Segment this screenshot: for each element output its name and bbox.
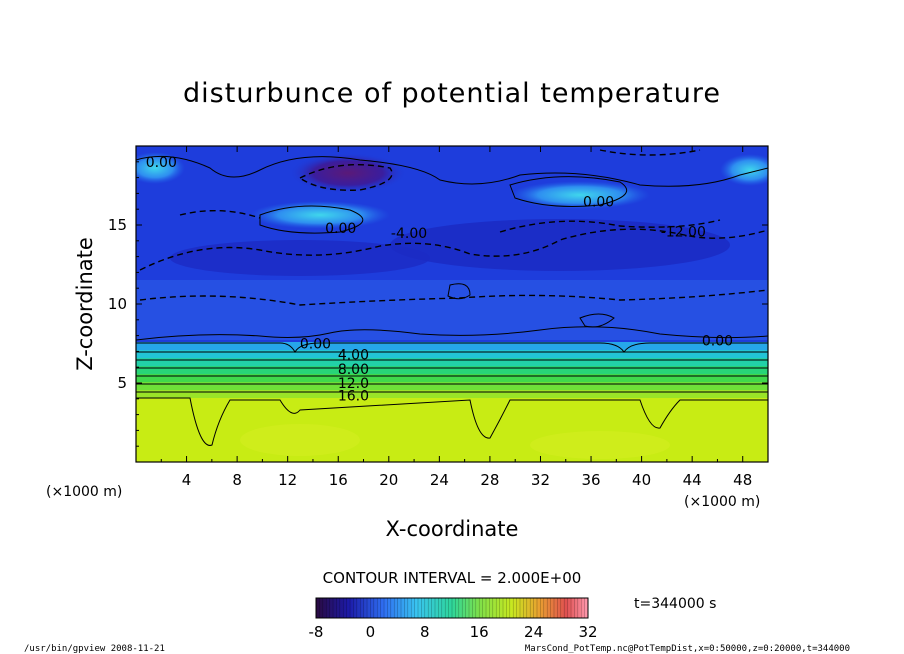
x-tick-label: 20 [379,471,398,489]
contour-label-layer: 0.000.00 -4.000.00-12.000.00 0.004.008.001… [146,155,733,405]
contour-label: -12.00 [661,224,706,240]
chart-title: disturbunce of potential temperature [183,78,721,109]
x-tick-label: 16 [329,471,348,489]
contour-lines-negative [139,149,768,306]
x-tick-label: 4 [182,471,192,489]
colorbar-tick-label: 24 [524,623,543,641]
contour-label: 12.0 [338,376,369,392]
contour-label: -4.00 [391,226,427,242]
plot-area: 0.000.00 -4.000.00-12.000.00 0.004.008.001… [136,146,768,462]
y-axis-title: Z-coordinate [73,237,97,371]
x-tick-label: 36 [581,471,600,489]
colorbar-tick-label: 16 [470,623,489,641]
contour-label: 0.00 [702,333,733,349]
x-unit-label: (×1000 m) [684,494,760,510]
warm-patch-right [510,181,650,209]
field-dark-band-2 [170,240,430,276]
colorbar-ticks: -8 0 8 16 24 32 [309,623,598,641]
time-label: t=344000 s [634,596,716,612]
x-tick-label: 32 [531,471,550,489]
x-axis-ticks: 4 8 12 16 20 24 28 32 36 40 44 48 [160,146,752,489]
x-tick-label: 40 [632,471,651,489]
footer-left: /usr/bin/gpview 2008-11-21 [24,644,165,654]
contour-interval-label: CONTOUR INTERVAL = 2.000E+00 [323,569,582,587]
x-tick-label: 28 [480,471,499,489]
contour-label: 0.00 [146,155,177,171]
contour-label: 4.00 [338,348,369,364]
warm-patch-far-right [720,154,768,186]
x-tick-label: 44 [683,471,702,489]
x-tick-label: 12 [278,471,297,489]
contour-label: 0.00 [325,221,356,237]
colorbar-tick-label: 8 [420,623,430,641]
colorbar-tick-label: 0 [366,623,376,641]
contour-label: 0.00 [583,194,614,210]
x-tick-label: 48 [733,471,752,489]
y-tick-label: 15 [108,216,127,234]
contour-label: 16.0 [338,389,369,405]
y-tick-label: 10 [108,295,127,313]
y-tick-label: 5 [117,374,127,392]
y-unit-label: (×1000 m) [46,484,122,500]
contour-lines [136,155,768,446]
field-dark-band [390,219,730,271]
warm-patch-mid [250,201,390,229]
colorbar-tick-label: -8 [309,623,324,641]
x-axis-title: X-coordinate [386,517,519,541]
field-mid-band [136,280,768,340]
footer-right: MarsCond_PotTemp.nc@PotTempDist,x=0:5000… [525,644,850,654]
field-lower [136,398,768,462]
cold-core [290,153,406,193]
colorbar-stripes [319,598,585,618]
x-tick-label: 8 [232,471,242,489]
contour-label: 8.00 [338,362,369,378]
x-tick-label: 24 [430,471,449,489]
y-axis-ticks: 5 10 15 [108,161,768,447]
warm-patch-left [136,152,185,184]
contour-label: 0.00 [300,337,331,353]
colorbar-tick-label: 32 [578,623,597,641]
